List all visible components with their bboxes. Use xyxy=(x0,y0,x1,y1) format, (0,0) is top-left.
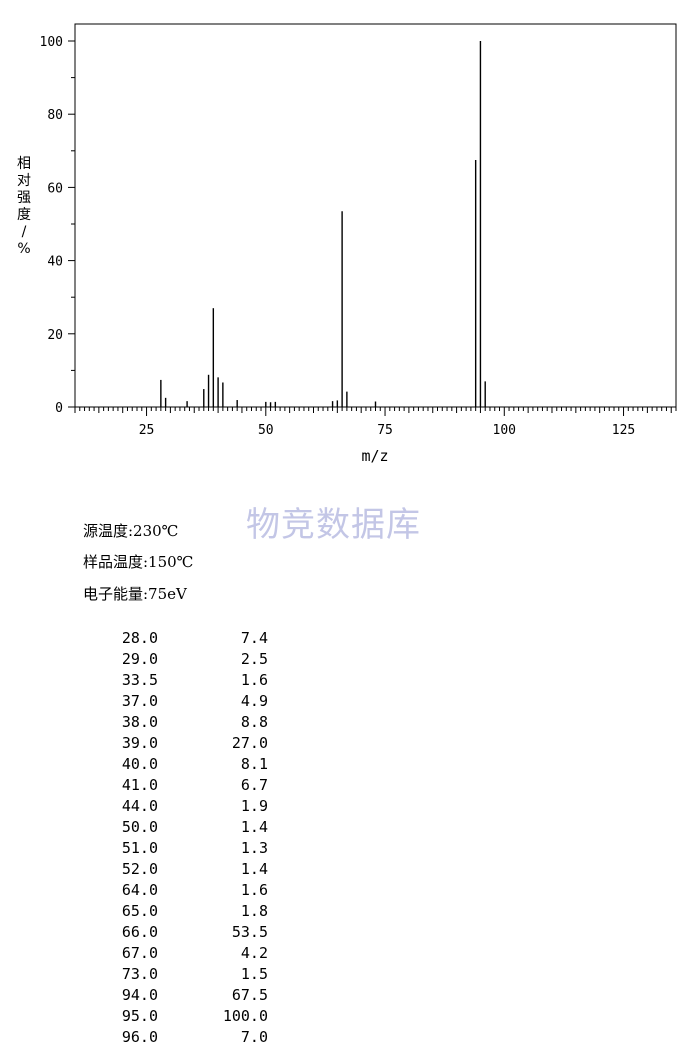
y-tick-label: 100 xyxy=(40,35,63,50)
mz-value: 64.0 xyxy=(121,881,158,899)
table-row: 94.0 67.5 xyxy=(112,985,268,1006)
mz-value: 38.0 xyxy=(121,713,158,731)
table-row: 64.0 1.6 xyxy=(112,880,268,901)
y-axis-label-char: 强 xyxy=(17,190,31,206)
electron-energy: 电子能量:75eV xyxy=(83,585,187,603)
intensity-value: 1.4 xyxy=(240,818,268,836)
x-tick-label: 125 xyxy=(612,423,635,438)
intensity-value: 7.0 xyxy=(240,1028,268,1046)
mass-spectrum-chart: 0 20 40 60 80 100 25 50 75 100 125 m/z 相对强度/% xyxy=(17,23,677,465)
y-tick-label: 0 xyxy=(55,401,63,416)
y-tick-label: 80 xyxy=(47,108,63,123)
table-row: 33.5 1.6 xyxy=(112,670,268,691)
intensity-value: 1.9 xyxy=(240,797,268,815)
table-row: 96.0 7.0 xyxy=(112,1027,268,1048)
mz-value: 50.0 xyxy=(121,818,158,836)
mz-value: 96.0 xyxy=(121,1028,158,1046)
intensity-value: 2.5 xyxy=(240,650,268,668)
mz-value: 94.0 xyxy=(121,986,158,1004)
watermark: 物竞数据库 xyxy=(246,505,421,545)
table-row: 38.0 8.8 xyxy=(112,712,268,733)
table-row: 40.0 8.1 xyxy=(112,754,268,775)
intensity-value: 4.2 xyxy=(240,944,268,962)
mz-value: 95.0 xyxy=(121,1007,158,1025)
y-tick-label: 20 xyxy=(47,328,63,343)
x-tick-label: 25 xyxy=(139,423,155,438)
x-axis-label: m/z xyxy=(361,447,388,465)
y-axis-label-char: / xyxy=(22,224,27,240)
intensity-value: 8.8 xyxy=(240,713,268,731)
y-axis-label-char: 度 xyxy=(17,207,31,223)
y-axis-label-char: 相 xyxy=(17,156,31,172)
mz-value: 67.0 xyxy=(121,944,158,962)
mz-value: 37.0 xyxy=(121,692,158,710)
intensity-value: 1.6 xyxy=(240,671,268,689)
peak-table: 28.0 7.4 29.0 2.5 33.5 1.6 37.0 4.9 38.0 8.8 39.0 2… xyxy=(112,628,268,1048)
intensity-value: 8.1 xyxy=(240,755,268,773)
x-tick-label: 100 xyxy=(493,423,516,438)
peak-bars xyxy=(160,41,486,407)
mz-value: 40.0 xyxy=(121,755,158,773)
table-row: 29.0 2.5 xyxy=(112,649,268,670)
mz-value: 39.0 xyxy=(121,734,158,752)
table-row: 65.0 1.8 xyxy=(112,901,268,922)
intensity-value: 7.4 xyxy=(240,629,268,647)
mz-value: 51.0 xyxy=(121,839,158,857)
intensity-value: 1.4 xyxy=(240,860,268,878)
intensity-value: 27.0 xyxy=(231,734,268,752)
y-tick-label: 40 xyxy=(47,255,63,270)
mz-value: 33.5 xyxy=(121,671,158,689)
intensity-value: 1.6 xyxy=(240,881,268,899)
intensity-value: 53.5 xyxy=(231,923,268,941)
mz-value: 73.0 xyxy=(121,965,158,983)
mz-value: 28.0 xyxy=(121,629,158,647)
intensity-value: 100.0 xyxy=(222,1007,268,1025)
table-row: 67.0 4.2 xyxy=(112,943,268,964)
table-row: 44.0 1.9 xyxy=(112,796,268,817)
table-row: 95.0 100.0 xyxy=(112,1006,268,1027)
table-row: 39.0 27.0 xyxy=(112,733,268,754)
table-row: 73.0 1.5 xyxy=(112,964,268,985)
x-tick-label: 50 xyxy=(258,423,274,438)
intensity-value: 67.5 xyxy=(231,986,268,1004)
y-axis-label-char: 对 xyxy=(17,173,31,189)
mz-value: 66.0 xyxy=(121,923,158,941)
table-row: 41.0 6.7 xyxy=(112,775,268,796)
y-axis-label: 相对强度/% xyxy=(17,156,31,257)
y-tick-label: 60 xyxy=(47,181,63,196)
mz-value: 52.0 xyxy=(121,860,158,878)
mz-value: 65.0 xyxy=(121,902,158,920)
table-row: 52.0 1.4 xyxy=(112,859,268,880)
intensity-value: 6.7 xyxy=(240,776,268,794)
mz-value: 41.0 xyxy=(121,776,158,794)
intensity-value: 1.8 xyxy=(240,902,268,920)
table-row: 66.0 53.5 xyxy=(112,922,268,943)
plot-frame xyxy=(74,23,677,408)
x-tick-label: 75 xyxy=(377,423,393,438)
sample-temperature: 样品温度:150℃ xyxy=(83,553,194,571)
x-axis: 25 50 75 100 125 xyxy=(74,407,677,438)
intensity-value: 1.3 xyxy=(240,839,268,857)
intensity-value: 4.9 xyxy=(240,692,268,710)
table-row: 50.0 1.4 xyxy=(112,817,268,838)
y-axis-label-char: % xyxy=(17,241,30,257)
mz-value: 29.0 xyxy=(121,650,158,668)
source-temperature: 源温度:230℃ xyxy=(83,522,179,540)
table-row: 37.0 4.9 xyxy=(112,691,268,712)
table-row: 28.0 7.4 xyxy=(112,628,268,649)
intensity-value: 1.5 xyxy=(240,965,268,983)
table-row: 51.0 1.3 xyxy=(112,838,268,859)
y-axis: 0 20 40 60 80 100 xyxy=(40,35,75,416)
mz-value: 44.0 xyxy=(121,797,158,815)
